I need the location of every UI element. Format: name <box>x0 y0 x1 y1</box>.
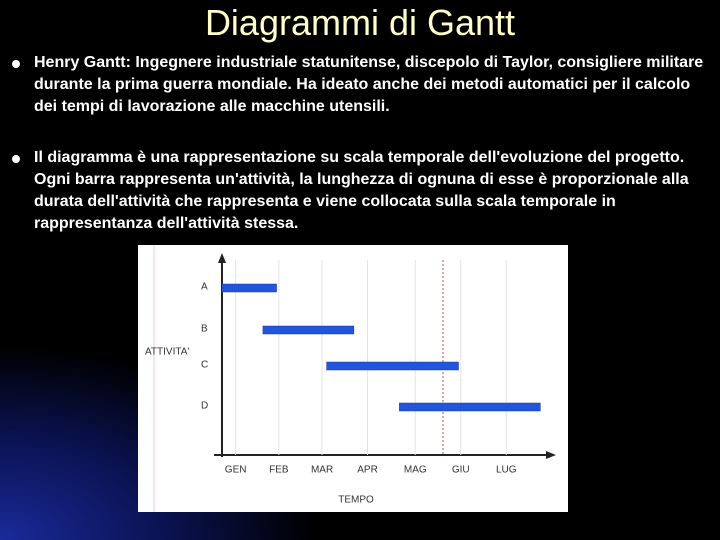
x-tick-label: APR <box>357 465 378 476</box>
task-bar <box>326 361 459 371</box>
x-axis-label: TEMPO <box>338 495 374 506</box>
task-bar <box>262 325 355 335</box>
bullet-dot <box>12 60 20 68</box>
x-tick-label: MAG <box>404 465 427 476</box>
bullet-dot <box>12 155 20 163</box>
task-label: D <box>201 401 208 412</box>
task-label: B <box>201 324 208 335</box>
x-tick-label: GIU <box>452 465 470 476</box>
gantt-chart: ATTIVITA' TEMPO GEN FEB MAR APR MAG GIU LUG A B C… <box>138 245 568 512</box>
y-arrow <box>218 253 226 263</box>
x-arrow <box>546 451 556 459</box>
x-tick-label: MAR <box>311 465 333 476</box>
bullet-text: Henry Gantt: Ingegnere industriale statu… <box>34 54 704 115</box>
x-tick-label: LUG <box>496 465 517 476</box>
task-label: C <box>201 360 208 371</box>
task-bar <box>399 402 541 412</box>
bullet-text: Il diagramma è una rappresentazione su s… <box>34 149 689 232</box>
task-bar <box>221 283 277 293</box>
y-axis-label: ATTIVITA' <box>145 347 189 358</box>
slide-title: Diagrammi di Gantt <box>204 2 516 43</box>
task-label: A <box>201 282 208 293</box>
x-tick-label: GEN <box>225 465 247 476</box>
x-tick-label: FEB <box>269 465 289 476</box>
